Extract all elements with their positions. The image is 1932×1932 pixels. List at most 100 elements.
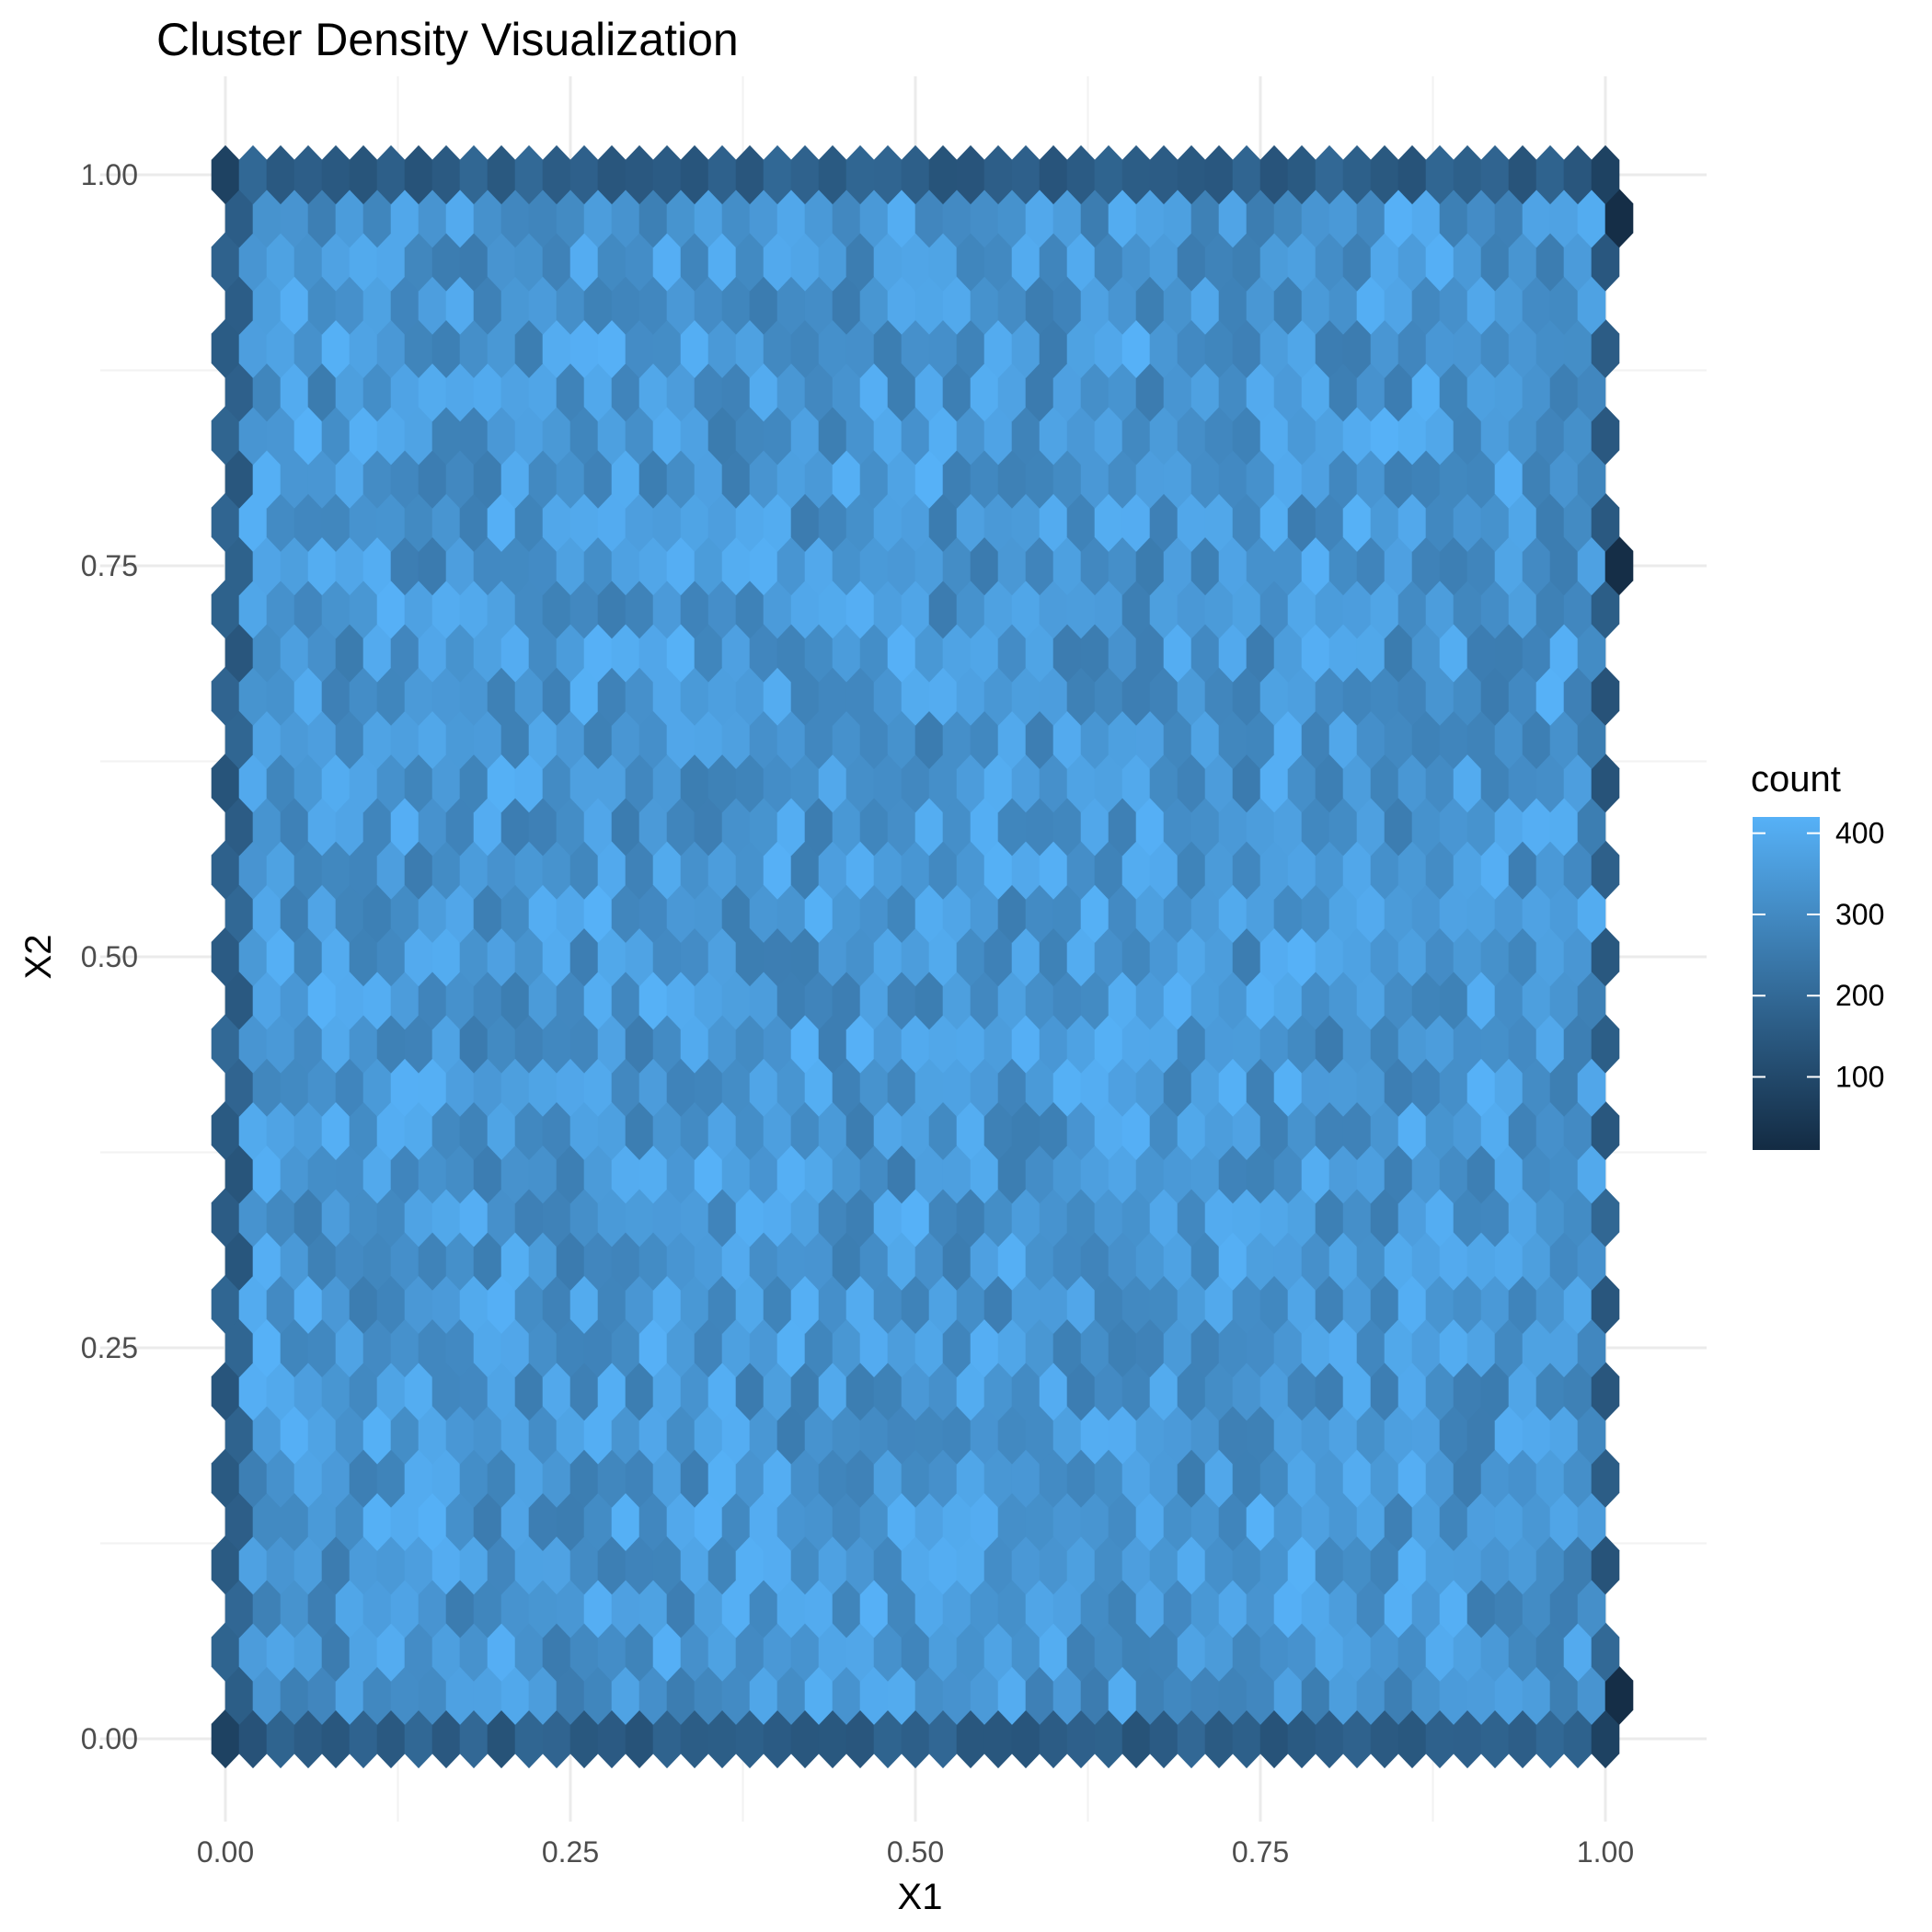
hex-bin [749, 275, 778, 335]
hex-bin [1397, 753, 1427, 813]
hex-bin [956, 1274, 985, 1334]
hex-bin [1218, 971, 1248, 1030]
hex-bin [887, 623, 916, 683]
hex-bin [514, 1622, 544, 1682]
hex-bin [307, 883, 337, 943]
hex-bin [1135, 362, 1165, 422]
hex-bin [694, 189, 723, 248]
hex-bin [1080, 1579, 1110, 1639]
hex-bin [252, 1057, 282, 1117]
hex-bin [418, 535, 447, 596]
hex-bin [349, 1188, 378, 1248]
hex-bin [1439, 535, 1468, 596]
hex-bin [983, 840, 1013, 900]
hex-bin [1163, 1231, 1192, 1291]
hex-bin [845, 1188, 875, 1248]
hex-bin [1466, 623, 1496, 683]
hex-bin [845, 492, 875, 552]
hex-bin [749, 1144, 778, 1204]
hex-bin [252, 797, 282, 857]
hex-bin [473, 1491, 502, 1551]
hex-bin [1466, 362, 1496, 422]
hex-bin [1149, 144, 1179, 205]
hex-bin [790, 318, 820, 378]
hex-bin [583, 1057, 613, 1117]
hex-bin [901, 232, 930, 292]
hex-bin [928, 1014, 958, 1074]
hex-bin [1563, 232, 1593, 292]
hex-bin [776, 883, 806, 943]
hex-bin [707, 753, 737, 813]
hex-bin [1397, 406, 1427, 466]
hex-bin [680, 926, 709, 987]
hex-bin [1466, 449, 1496, 509]
hex-bin [459, 666, 489, 726]
hex-bin [1494, 189, 1524, 248]
hex-bin [1259, 666, 1289, 726]
hex-bin [1397, 1100, 1427, 1160]
hex-bin [1080, 709, 1110, 769]
hex-bin [1246, 1231, 1275, 1291]
hex-bin [1549, 1665, 1579, 1725]
hex-bin [1246, 449, 1275, 509]
hex-bin [1177, 1622, 1206, 1682]
hex-bin [1273, 1579, 1303, 1639]
hex-bin [307, 797, 337, 857]
hex-bin [252, 709, 282, 769]
hex-bin [500, 362, 530, 422]
hex-bin [818, 1100, 847, 1160]
hex-bin [1177, 666, 1206, 726]
hex-bin [887, 1144, 916, 1204]
hex-bin [1052, 189, 1082, 248]
hex-bin [790, 1014, 820, 1074]
hex-bin [597, 1362, 627, 1421]
hex-bin [1522, 1144, 1551, 1204]
hex-bin [556, 883, 585, 943]
hex-bin [1052, 1579, 1082, 1639]
hex-bin [293, 926, 323, 987]
hex-bin [514, 1274, 544, 1334]
hex-bin [707, 318, 737, 378]
hex-bin [1163, 275, 1192, 335]
hex-bin [735, 1708, 765, 1769]
hex-bin [1121, 1448, 1151, 1508]
hex-bin [1094, 232, 1123, 292]
hex-bin [321, 144, 351, 205]
hex-bin [1066, 1708, 1096, 1769]
hex-bin [528, 189, 558, 248]
hex-bin [1453, 1274, 1482, 1334]
hex-bin [307, 1144, 337, 1204]
hex-bin [583, 623, 613, 683]
hex-bin [721, 971, 751, 1030]
hex-bin [445, 362, 475, 422]
hex-bin [928, 1100, 958, 1160]
hex-bin [238, 492, 268, 552]
hex-bin [983, 753, 1013, 813]
hex-bin [638, 1231, 668, 1291]
hex-bin [1356, 1579, 1386, 1639]
hex-bin [1425, 666, 1455, 726]
hex-bin [1246, 275, 1275, 335]
hex-bin [1356, 709, 1386, 769]
hex-bin [776, 623, 806, 683]
hex-bin [694, 1057, 723, 1117]
hex-bin [376, 753, 406, 813]
hex-bin [707, 144, 737, 205]
hex-bin [252, 189, 282, 248]
hex-bin [1439, 623, 1468, 683]
hex-bin [763, 1274, 792, 1334]
hex-bin [970, 1144, 999, 1204]
hex-bin [404, 840, 433, 900]
hex-bin [1384, 1579, 1413, 1639]
hex-bin [1108, 623, 1137, 683]
hex-bin [1328, 797, 1358, 857]
hex-bin [321, 318, 351, 378]
hex-bin [763, 1622, 792, 1682]
hex-bin [1508, 1188, 1537, 1248]
hex-bin [431, 1362, 461, 1421]
hex-bin [1370, 1014, 1399, 1074]
hex-bin [1328, 189, 1358, 248]
hex-bin [956, 1535, 985, 1595]
hex-bin [1163, 189, 1192, 248]
hex-bin [956, 1708, 985, 1769]
